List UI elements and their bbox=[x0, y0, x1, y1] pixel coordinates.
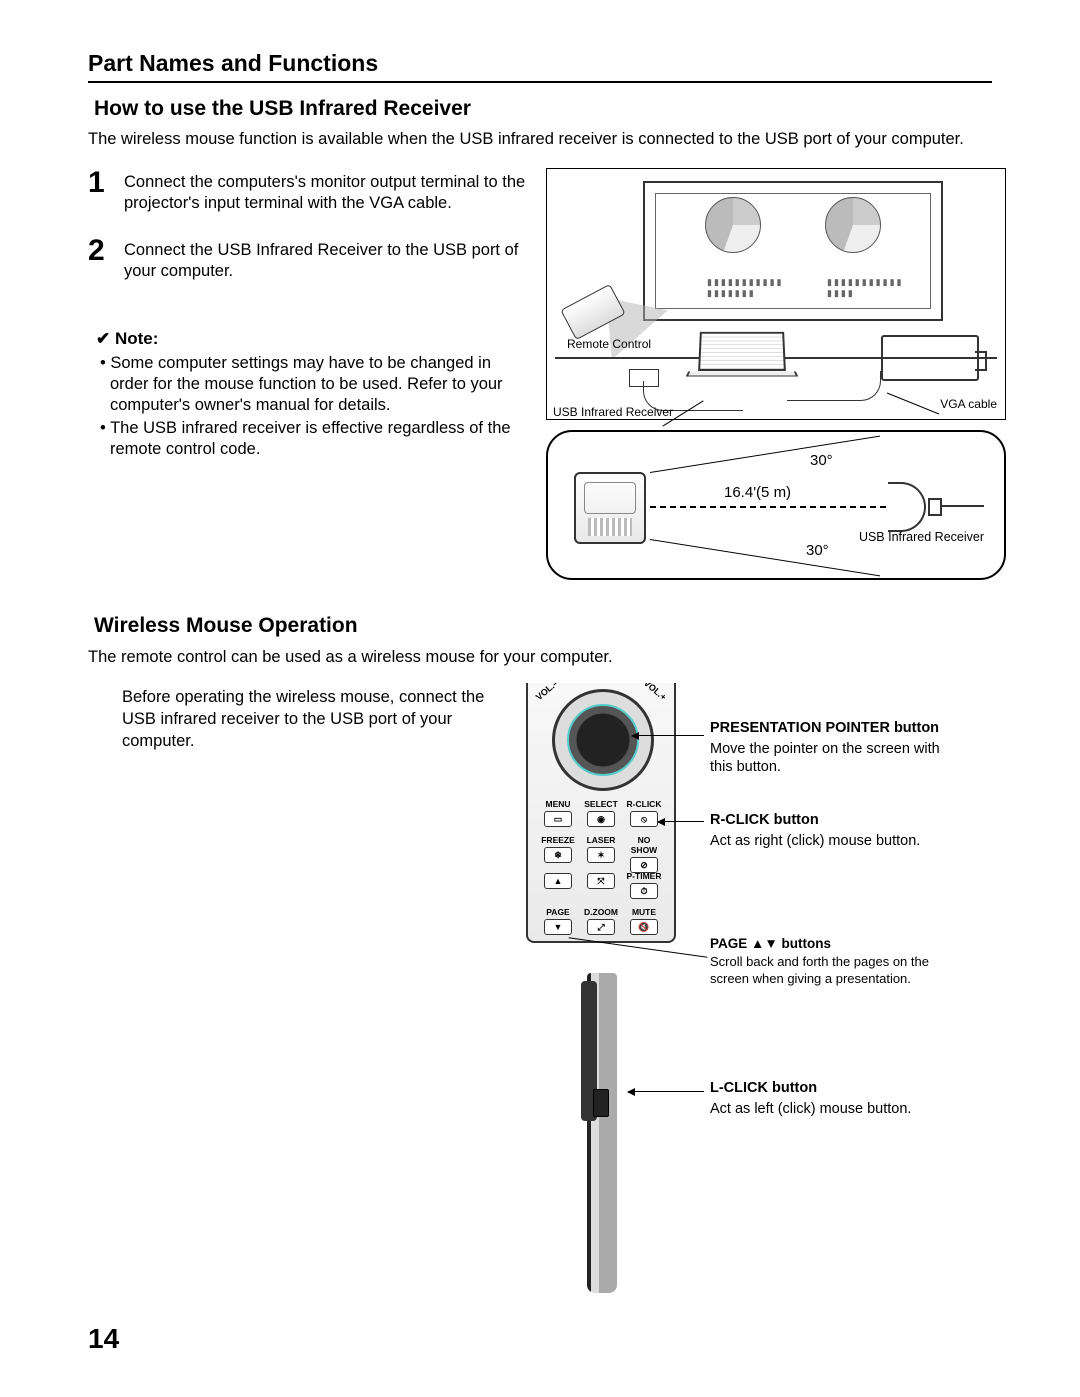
zoom-button: ⤧ bbox=[583, 871, 619, 899]
leader-line bbox=[658, 821, 704, 822]
step-2-text: Connect the USB Infrared Receiver to the… bbox=[124, 236, 528, 282]
callout-pointer: PRESENTATION POINTER button Move the poi… bbox=[710, 719, 950, 777]
range-diagram: 30° 30° 16.4'(5 m) USB Infrared Receiver bbox=[546, 430, 1006, 580]
vol-plus-label: VOL.+ bbox=[642, 683, 669, 702]
remote-top-illustration: VOL.– VOL.+ MENU▭ SELECT◉ R-CLICK⦸ FREEZ… bbox=[526, 683, 676, 943]
dzoom-button-label: D.ZOOM⤢ bbox=[583, 907, 619, 935]
usb-receiver-label-2: USB Infrared Receiver bbox=[859, 530, 984, 544]
intro-text-2: The remote control can be used as a wire… bbox=[88, 648, 992, 667]
distance-label: 16.4'(5 m) bbox=[724, 484, 791, 501]
noshow-button-label: NO SHOW⊘ bbox=[626, 835, 662, 873]
receiver-lead-icon bbox=[940, 505, 984, 507]
callout-lclick-title: L-CLICK button bbox=[710, 1079, 950, 1098]
step-2-number: 2 bbox=[88, 236, 112, 282]
select-button-label: SELECT◉ bbox=[583, 799, 619, 827]
section-heading: Part Names and Functions bbox=[88, 50, 992, 83]
ptimer-button-label: P-TIMER⏱ bbox=[626, 871, 662, 899]
callout-lclick-text: Act as left (click) mouse button. bbox=[710, 1100, 950, 1119]
vga-cable-label: VGA cable bbox=[940, 397, 997, 411]
callout-pointer-title: PRESENTATION POINTER button bbox=[710, 719, 950, 738]
wireless-precondition-text: Before operating the wireless mouse, con… bbox=[88, 683, 508, 1293]
page-up-button: ▲ bbox=[540, 871, 576, 899]
sub-heading-usb: How to use the USB Infrared Receiver bbox=[94, 97, 992, 121]
note-item-2: The USB infrared receiver is effective r… bbox=[100, 418, 528, 460]
callout-page-title: PAGE ▲▼ buttons bbox=[710, 935, 954, 952]
step-1: 1 Connect the computers's monitor output… bbox=[88, 168, 528, 214]
remote-control-label: Remote Control bbox=[567, 337, 651, 351]
callout-page: PAGE ▲▼ buttons Scroll back and forth th… bbox=[710, 935, 954, 988]
pointer-dial-icon bbox=[552, 689, 654, 791]
note-item-1: Some computer settings may have to be ch… bbox=[100, 353, 528, 416]
step-2: 2 Connect the USB Infrared Receiver to t… bbox=[88, 236, 528, 282]
mute-button-label: MUTE🔇 bbox=[626, 907, 662, 935]
projection-screen-icon: ▮▮▮▮▮▮▮▮▮▮▮▮▮▮▮▮▮▮ ▮▮▮▮▮▮▮▮▮▮▮▮▮▮▮ bbox=[643, 181, 943, 321]
leader-line bbox=[632, 735, 704, 736]
sub-heading-wireless: Wireless Mouse Operation bbox=[94, 614, 992, 638]
page-button-label: PAGE▼ bbox=[540, 907, 576, 935]
laser-button-label: LASER✶ bbox=[583, 835, 619, 873]
intro-text-1: The wireless mouse function is available… bbox=[88, 129, 992, 150]
step-1-text: Connect the computers's monitor output t… bbox=[124, 168, 528, 214]
callout-rclick: R-CLICK button Act as right (click) mous… bbox=[710, 811, 950, 850]
page-number: 14 bbox=[88, 1323, 119, 1355]
center-line bbox=[650, 506, 886, 508]
callout-page-text: Scroll back and forth the pages on the s… bbox=[710, 954, 954, 987]
callout-lclick: L-CLICK button Act as left (click) mouse… bbox=[710, 1079, 950, 1118]
menu-button-label: MENU▭ bbox=[540, 799, 576, 827]
usb-receiver-label: USB Infrared Receiver bbox=[553, 405, 673, 419]
note-heading: Note: bbox=[96, 329, 528, 349]
angle-bottom-label: 30° bbox=[806, 542, 829, 559]
lclick-button-icon bbox=[593, 1089, 609, 1117]
setup-diagram: ▮▮▮▮▮▮▮▮▮▮▮▮▮▮▮▮▮▮ ▮▮▮▮▮▮▮▮▮▮▮▮▮▮▮ Remot… bbox=[546, 168, 1006, 420]
note-list: Some computer settings may have to be ch… bbox=[88, 353, 528, 461]
projector-icon bbox=[881, 335, 979, 381]
angle-line-bottom bbox=[650, 506, 880, 576]
step-1-number: 1 bbox=[88, 168, 112, 214]
remote-side-illustration bbox=[571, 973, 631, 1293]
angle-top-label: 30° bbox=[810, 452, 833, 469]
receiver-dome-icon bbox=[888, 482, 926, 532]
vol-minus-label: VOL.– bbox=[534, 683, 560, 702]
leader-line bbox=[628, 1091, 704, 1092]
vga-cable-icon bbox=[787, 371, 881, 401]
callout-rclick-title: R-CLICK button bbox=[710, 811, 950, 830]
callout-pointer-text: Move the pointer on the screen with this… bbox=[710, 740, 950, 777]
callout-rclick-text: Act as right (click) mouse button. bbox=[710, 832, 950, 851]
receiver-box-icon bbox=[928, 498, 942, 516]
remote-front-icon bbox=[574, 472, 646, 544]
freeze-button-label: FREEZE❄ bbox=[540, 835, 576, 873]
